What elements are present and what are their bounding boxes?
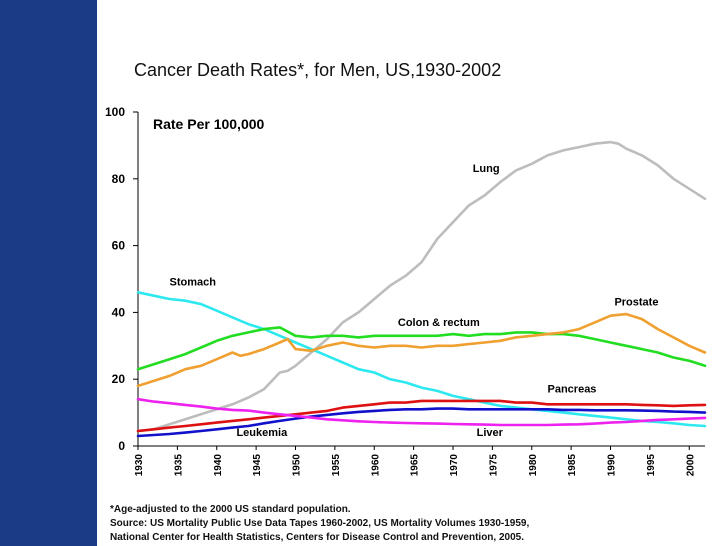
x-tick-label-1990: 1990 [607,454,618,477]
x-tick-label-1935: 1935 [173,454,184,477]
x-tick-label-1965: 1965 [410,454,421,477]
series-line-lung [136,140,707,433]
y-tick-label-0: 0 [118,439,125,453]
footnote-source: Source: US Mortality Public Use Data Tap… [110,518,530,529]
slide-sidebar-band [0,0,97,546]
series-label-prostate: Prostate [614,297,658,309]
line-chart: 0 20 40 60 80 100 1930 1935 1940 1945 1950 1955 1960… [105,105,707,477]
series-label-colon-rectum: Colon & rectum [398,317,480,329]
series-label-liver: Liver [477,427,504,439]
series-line-liver [136,397,707,427]
y-tick-label-80: 80 [112,172,126,186]
footnote-nchs: National Center for Health Statistics, C… [110,532,524,543]
footnote-age-adjusted: *Age-adjusted to the 2000 US standard po… [110,504,351,515]
y-tick-label-20: 20 [112,372,126,386]
series-label-leukemia: Leukemia [236,427,288,439]
x-tick-label-1955: 1955 [331,454,342,477]
y-tick-label-60: 60 [112,239,126,253]
x-tick-label-1950: 1950 [292,454,303,477]
chart-title: Cancer Death Rates*, for Men, US,1930-20… [134,60,502,80]
x-tick-label-2000: 2000 [685,454,696,477]
y-axis-title: Rate Per 100,000 [153,116,265,132]
y-tick-label-100: 100 [105,105,125,119]
x-tick-label-1970: 1970 [449,454,460,477]
series-line-leukemia [136,407,707,438]
series-line-pancreas [136,399,707,433]
series-label-pancreas: Pancreas [548,384,597,396]
x-tick-label-1945: 1945 [252,454,263,477]
footnote-block: *Age-adjusted to the 2000 US standard po… [110,503,529,545]
x-tick-label-1980: 1980 [528,454,539,477]
x-tick-label-1960: 1960 [370,454,381,477]
x-tick-label-1985: 1985 [567,454,578,477]
series-line-stomach [136,291,707,428]
series-label-lung: Lung [473,163,500,175]
x-tick-label-1930: 1930 [134,454,145,477]
x-tick-label-1975: 1975 [488,454,499,477]
x-tick-label-1995: 1995 [646,454,657,477]
series-line-colon-rectum [136,326,707,371]
y-tick-label-40: 40 [112,305,126,319]
series-label-stomach: Stomach [170,277,217,289]
x-tick-label-1940: 1940 [213,454,224,477]
series-line-prostate [136,312,707,388]
